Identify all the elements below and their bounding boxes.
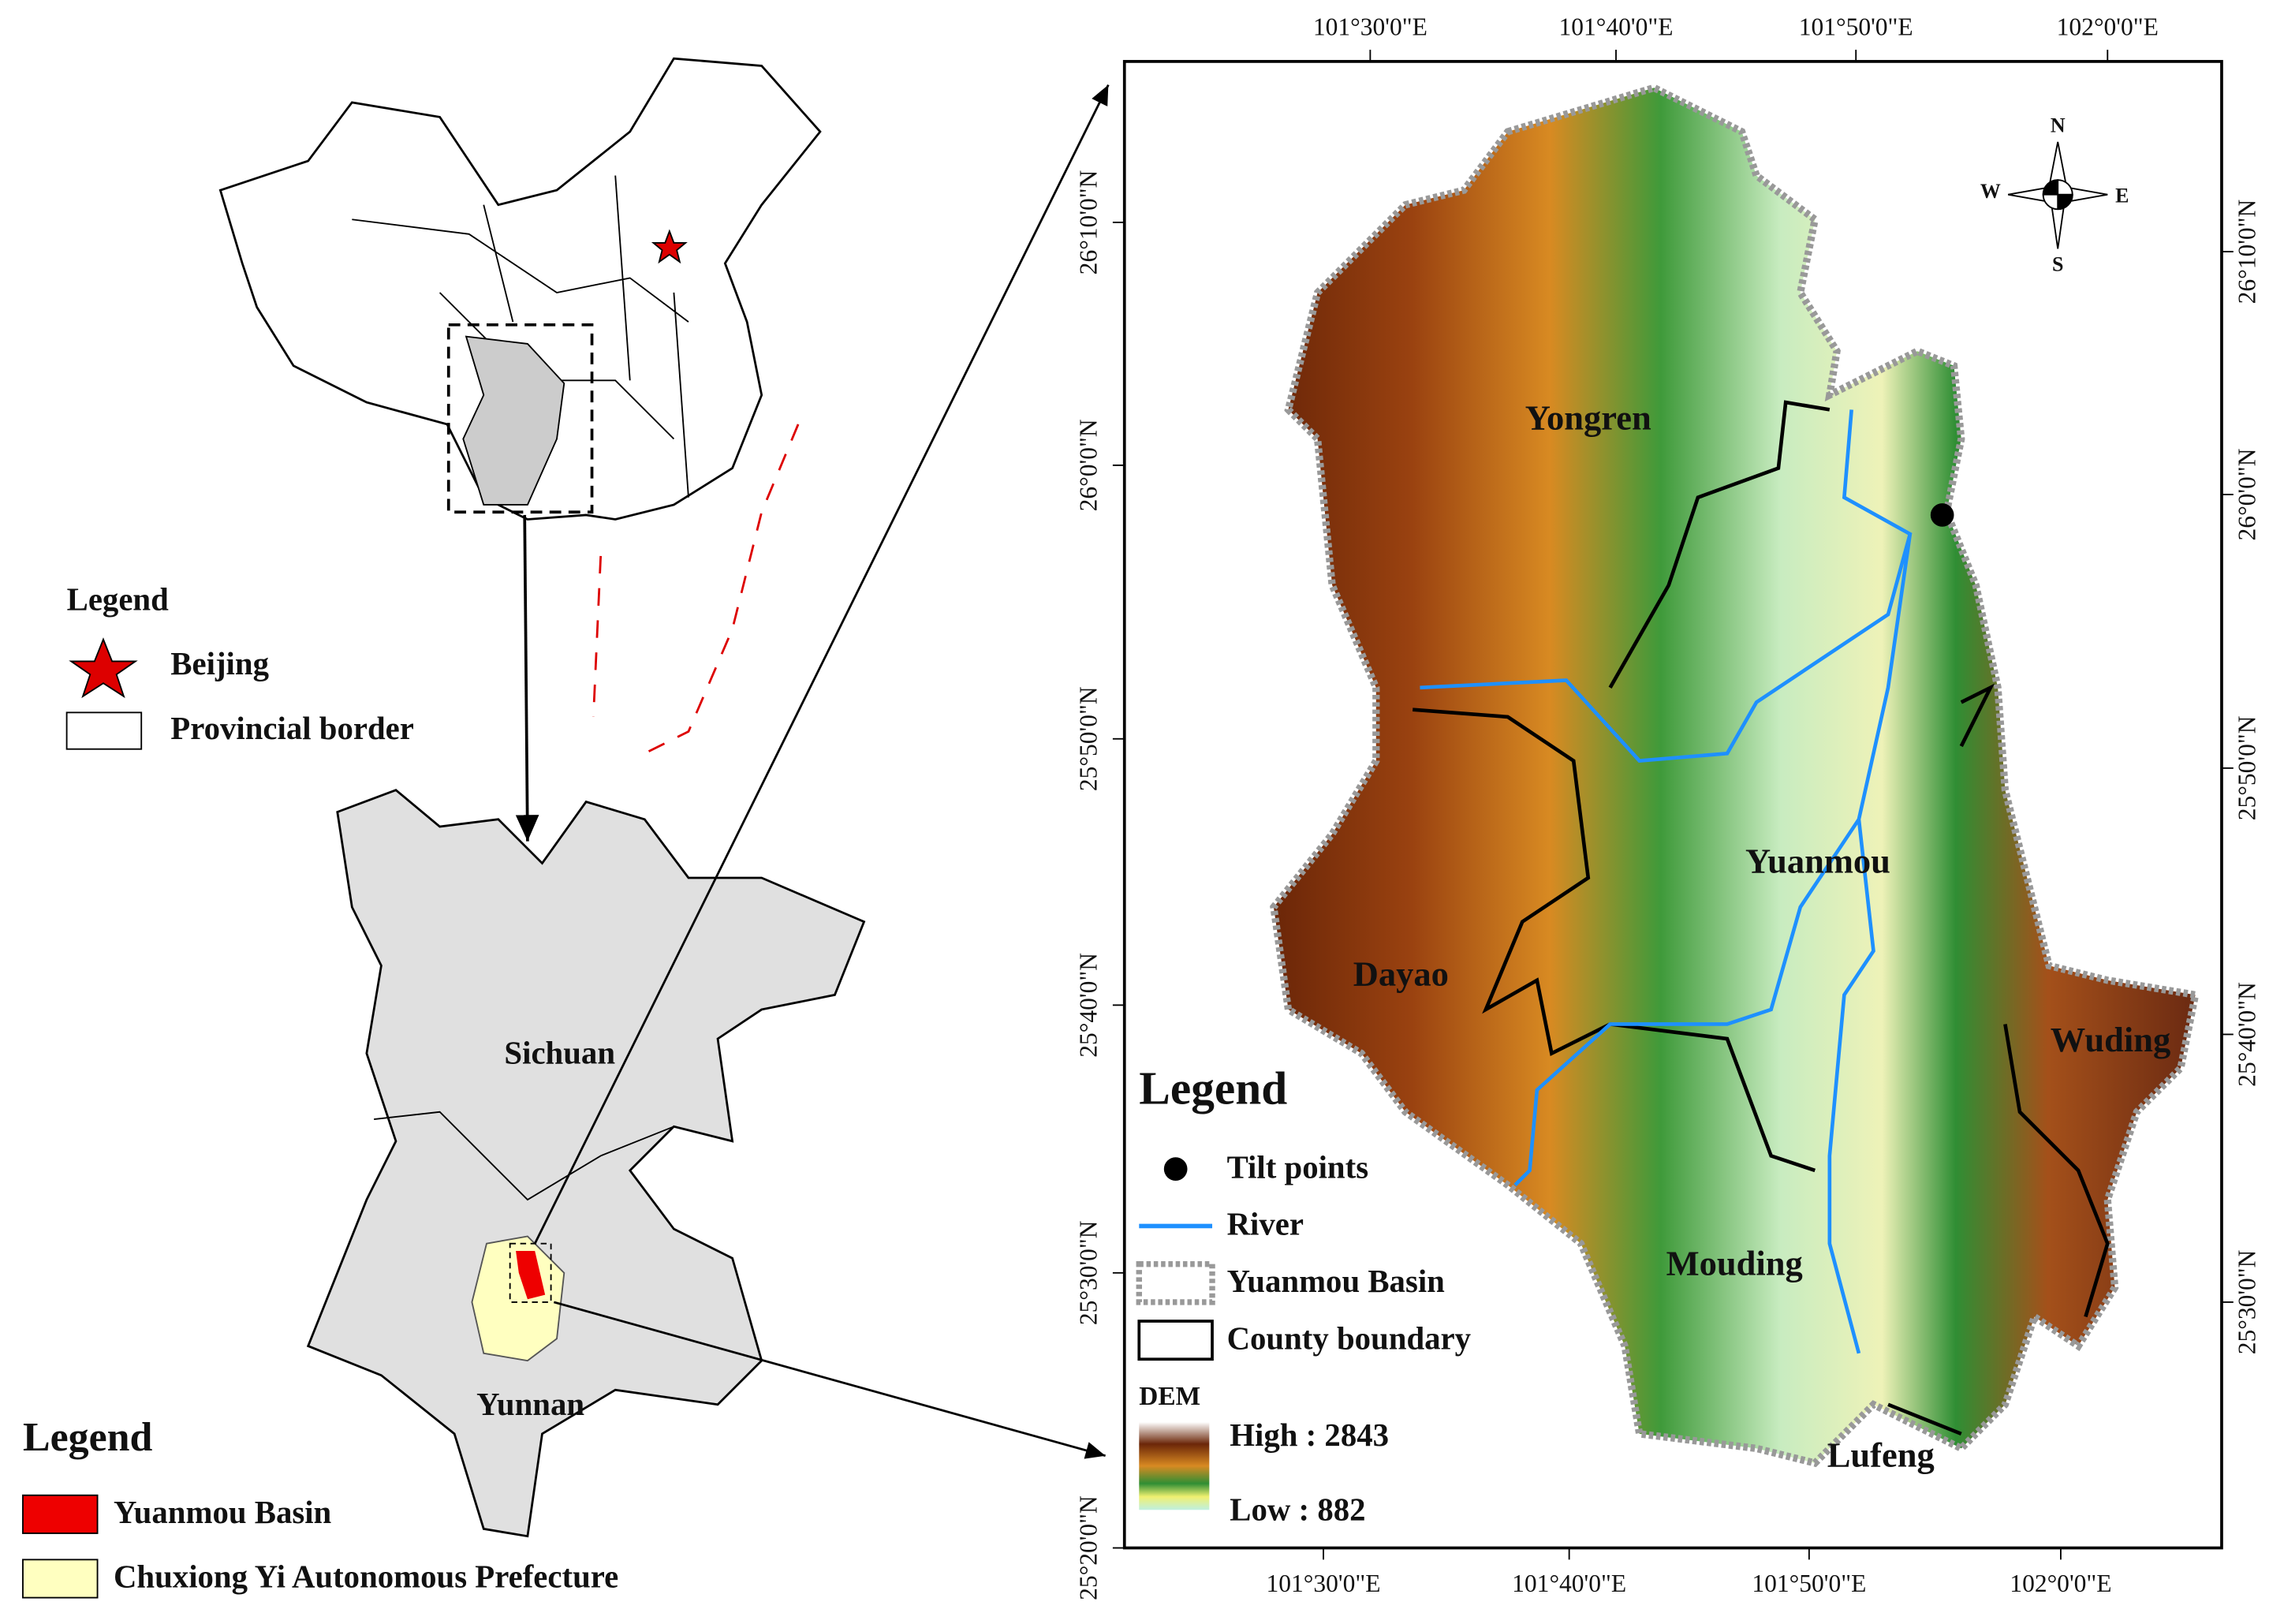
arrow: [553, 1301, 1106, 1459]
compass-label: W: [1980, 180, 2001, 203]
legend-title: Legend: [23, 1415, 153, 1460]
legend-title: Legend: [67, 582, 170, 618]
legend-label: Low : 882: [1230, 1491, 1365, 1527]
legend-label: Yuanmou Basin: [114, 1495, 332, 1530]
place-label: Mouding: [1666, 1244, 1803, 1283]
place-label: Lufeng: [1827, 1435, 1935, 1475]
legend-label: DEM: [1139, 1382, 1200, 1411]
chuxiong-prefecture: [471, 1235, 565, 1362]
legend-label: County boundary: [1227, 1320, 1471, 1356]
inset-box: [446, 323, 594, 514]
place-label: Dayao: [1353, 954, 1449, 993]
tick-label: 102°0'0"E: [2010, 1570, 2111, 1597]
compass: [2007, 141, 2108, 249]
province-borders: [352, 175, 689, 498]
place-labels: Yongren Yuanmou Dayao Wuding Mouding Lufeng: [1353, 398, 2171, 1474]
province-label: Yunnan: [476, 1387, 584, 1422]
legend-label: River: [1227, 1207, 1304, 1242]
tick-label: 25°40'0"N: [2233, 982, 2260, 1087]
arrow: [533, 84, 1110, 1245]
legend-star: [69, 637, 138, 699]
legend-label: High : 2843: [1230, 1417, 1389, 1453]
tick-label: 25°20'0"N: [1074, 1495, 1102, 1600]
county-boundary: [1412, 400, 2110, 1436]
province-label: Sichuan: [504, 1036, 615, 1071]
tick-label: 26°10'0"N: [1074, 170, 1102, 274]
legend-swatch: [22, 1494, 99, 1534]
tick-label: 101°40'0"E: [1512, 1570, 1626, 1597]
coordinate-ticks: 101°30'0"E 101°40'0"E 101°50'0"E 102°0'0"E 1…: [1074, 13, 2260, 1600]
tick-label: 101°30'0"E: [1267, 1570, 1381, 1597]
inset-box: [509, 1242, 552, 1303]
legend-swatch: [1163, 1157, 1188, 1181]
tick-label: 101°30'0"E: [1313, 13, 1428, 40]
legend-swatch: [1137, 1320, 1214, 1361]
legend-swatch: [22, 1559, 99, 1599]
arrow: [515, 514, 539, 842]
tick-label: 101°50'0"E: [1799, 13, 1913, 40]
beijing-star: [651, 229, 688, 264]
china-outline: [218, 57, 822, 521]
place-label: Yuanmou: [1745, 841, 1890, 880]
yuanmou-basin: [516, 1250, 546, 1300]
dem-colorbar: [1139, 1422, 1210, 1510]
legend-label: Provincial border: [170, 711, 414, 746]
tick-label: 25°40'0"N: [1074, 953, 1102, 1058]
tick-label: 26°0'0"N: [2233, 448, 2260, 540]
legend-swatch: [65, 711, 143, 750]
place-label: Wuding: [2051, 1020, 2171, 1059]
legend-swatch: [1136, 1260, 1215, 1305]
compass-label: S: [2052, 253, 2063, 276]
legend-label: Chuxiong Yi Autonomous Prefecture: [114, 1559, 618, 1595]
dem-raster: [1270, 84, 2200, 1468]
tick-label: 25°30'0"N: [2233, 1249, 2260, 1354]
tick-label: 25°30'0"N: [1074, 1220, 1102, 1325]
river: [1420, 409, 1913, 1354]
legend-title: Legend: [1139, 1062, 1287, 1114]
tick-label: 101°50'0"E: [1752, 1570, 1866, 1597]
tick-label: 26°10'0"N: [2233, 199, 2260, 304]
place-label: Yongren: [1525, 398, 1651, 437]
tick-label: 26°0'0"N: [1074, 419, 1102, 511]
compass-label: E: [2115, 184, 2129, 207]
compass-label: N: [2051, 114, 2066, 136]
islands: [592, 424, 800, 755]
province-border: [374, 1111, 674, 1201]
tilt-point: [1930, 503, 1954, 527]
tick-label: 25°50'0"N: [2233, 715, 2260, 820]
legend-label: Yuanmou Basin: [1227, 1264, 1446, 1299]
tick-label: 101°40'0"E: [1559, 13, 1674, 40]
tick-label: 102°0'0"E: [2057, 13, 2159, 40]
province-shape: [306, 789, 866, 1538]
tick-label: 25°50'0"N: [1074, 686, 1102, 791]
sichuan-yunnan-highlight: [462, 335, 565, 506]
legend-label: Beijing: [170, 646, 269, 681]
legend-label: Tilt points: [1227, 1149, 1369, 1185]
